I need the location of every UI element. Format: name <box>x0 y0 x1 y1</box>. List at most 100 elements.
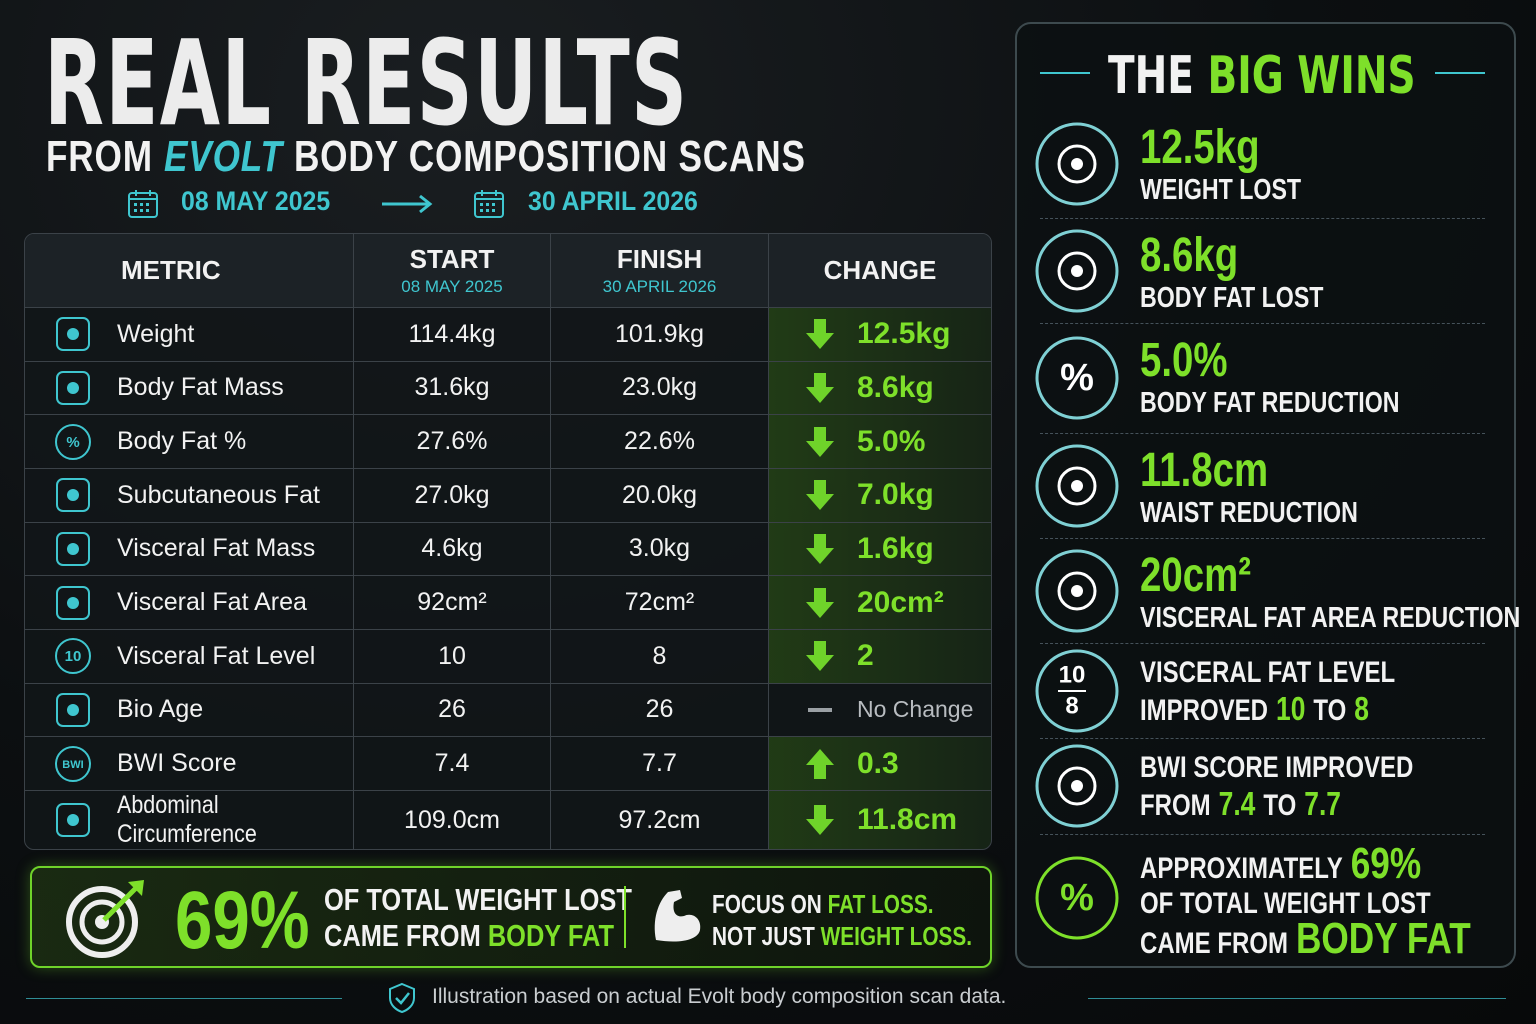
icon-shape <box>56 692 90 727</box>
icon-shape <box>56 803 90 837</box>
metric-icon <box>56 317 90 352</box>
change-arrow <box>806 480 834 511</box>
banner-text: OF TOTAL WEIGHT LOST CAME FROM BODY FAT <box>324 882 632 954</box>
metric-text: BWI Score <box>117 749 237 778</box>
text: APPROXIMATELY <box>1140 851 1343 885</box>
focus-line: FOCUS ON FAT LOSS. <box>712 888 972 920</box>
arrow <box>382 194 433 214</box>
change-text: 0.3 <box>857 746 899 780</box>
metric-text: Visceral Fat Area <box>117 588 307 617</box>
change-text: 5.0% <box>857 424 926 458</box>
accent-text: BODY FAT <box>1295 913 1471 963</box>
icon-dot <box>1071 479 1083 492</box>
icon-label: % <box>66 434 79 451</box>
start-text: 31.6kg <box>414 373 490 402</box>
change-text: 20cm² <box>857 585 944 619</box>
accent-text: WEIGHT LOSS. <box>820 921 973 951</box>
footer-note: Illustration based on actual Evolt body … <box>432 985 1007 1008</box>
start-text: 26 <box>438 695 466 724</box>
win-icon: % <box>1035 336 1119 420</box>
icon-dot <box>67 328 79 341</box>
start-text: 4.6kg <box>421 534 483 563</box>
text: FROM <box>1140 789 1211 822</box>
title: REAL RESULTS <box>44 14 689 152</box>
icon-shape <box>1057 144 1097 184</box>
icon-label: 8 <box>1065 692 1078 719</box>
finish-cell: 8 <box>551 630 769 684</box>
start-text: 92cm² <box>417 588 487 617</box>
arrow-shape <box>806 587 834 618</box>
accent-text: 7.4 <box>1218 785 1256 822</box>
finish-cell: 20.0kg <box>551 469 769 523</box>
change-cell: 2 <box>769 630 991 684</box>
banner-line: OF TOTAL WEIGHT LOST <box>324 882 632 917</box>
win-icon <box>1035 744 1119 828</box>
accent-text: FAT LOSS. <box>827 889 934 919</box>
metric-cell: 10 Visceral Fat Level <box>25 630 354 684</box>
metric-icon <box>56 370 90 405</box>
metric-text: Body Fat Mass <box>117 373 284 402</box>
finish-text: 7.7 <box>642 749 677 778</box>
metric-icon <box>56 692 90 727</box>
icon-dot <box>67 703 79 716</box>
start-text: 27.0kg <box>414 480 490 509</box>
win-headline: 20cm² <box>1140 549 1251 602</box>
finish-cell: 26 <box>551 683 769 738</box>
icon-ring <box>55 745 91 782</box>
win-line: IMPROVED 10 TO 8 <box>1140 690 1403 729</box>
win-line: FROM 7.4 TO 7.7 <box>1140 786 1421 824</box>
column-header: METRIC <box>25 234 354 308</box>
finish-text: 20.0kg <box>621 480 698 509</box>
metric-cell: Visceral Fat Area <box>25 576 354 630</box>
header-text: START <box>409 244 495 274</box>
accent-text: BIG WINS <box>1207 46 1416 106</box>
metric-icon <box>56 531 90 566</box>
banner-line: CAME FROM BODY FAT <box>324 918 632 954</box>
metric-cell: BWI BWI Score <box>25 737 354 791</box>
icon-shape <box>56 531 90 566</box>
muscle-icon <box>654 890 701 942</box>
finish-text: 101.9kg <box>615 319 704 348</box>
win-icon <box>1035 229 1119 312</box>
metric-text: Visceral Fat Level <box>117 641 316 670</box>
header-text: CHANGE <box>823 255 937 285</box>
focus-text: FOCUS ON FAT LOSS. NOT JUST WEIGHT LOSS. <box>712 888 972 952</box>
text: NOT JUST <box>712 921 815 951</box>
start-cell: 114.4kg <box>354 308 551 362</box>
win-line: APPROXIMATELY 69% <box>1140 841 1479 886</box>
icon-shape <box>1057 251 1097 290</box>
win-line: BWI SCORE IMPROVED <box>1140 750 1421 786</box>
change-cell: 12.5kg <box>769 308 991 362</box>
start-text: 7.4 <box>434 749 470 778</box>
finish-text: 8 <box>652 641 667 670</box>
win-label: BODY FAT REDUCTION <box>1140 387 1400 419</box>
icon-shape <box>1057 466 1097 505</box>
win-headline: 12.5kg <box>1140 121 1260 174</box>
start-cell: 109.0cm <box>354 791 551 849</box>
start-cell: 26 <box>354 683 551 738</box>
start-cell: 92cm² <box>354 576 551 630</box>
finish-text: 26 <box>645 695 674 724</box>
end-date: 30 APRIL 2026 <box>528 186 698 216</box>
rule <box>1435 72 1485 74</box>
text: FOCUS ON <box>712 889 822 919</box>
text: IMPROVED <box>1140 693 1269 727</box>
metric-text: Weight <box>117 319 195 348</box>
text: THE <box>1108 46 1194 106</box>
change-cell: 0.3 <box>769 737 991 791</box>
icon-shape <box>56 585 90 620</box>
win-text: VISCERAL FAT LEVEL IMPROVED 10 TO 8 <box>1140 655 1403 729</box>
change-arrow <box>806 426 834 457</box>
accent-text: 7.7 <box>1304 785 1341 822</box>
focus-line: NOT JUST WEIGHT LOSS. <box>712 920 972 952</box>
icon-label: % <box>1060 357 1094 399</box>
text: TO <box>1263 789 1297 822</box>
header-text: FINISH <box>616 244 703 274</box>
change-cell: 8.6kg <box>769 361 991 416</box>
rule <box>1040 72 1090 74</box>
separator <box>1040 218 1485 219</box>
finish-cell: 72cm² <box>551 576 769 630</box>
calendar-icon <box>128 190 158 218</box>
icon-label: 10 <box>1059 661 1086 688</box>
arrow-shape <box>806 533 834 564</box>
